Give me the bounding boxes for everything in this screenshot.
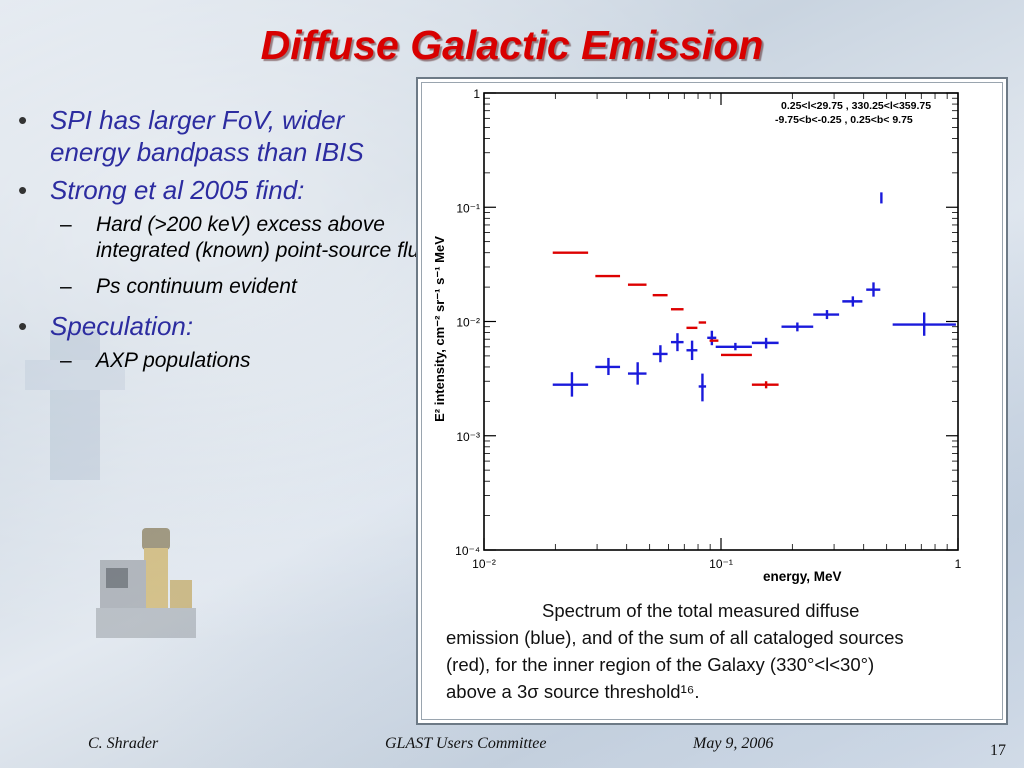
data-point <box>715 342 752 351</box>
page-number: 17 <box>990 742 1006 759</box>
bullet-list: • SPI has larger FoV, wider energy bandp… <box>18 104 430 384</box>
sub-bullet-text: Hard (>200 keV) excess above integrated … <box>96 213 430 262</box>
y-tick-label: 10⁻³ <box>456 430 480 444</box>
data-point <box>652 345 668 363</box>
data-point <box>842 296 863 307</box>
x-tick-label: 10⁻¹ <box>709 557 733 571</box>
spectrum-chart: 10⁻⁴ 10⁻³ 10⁻² 10⁻¹ 1 10⁻² 10⁻¹ 1 0.25<l<29.75… <box>432 87 962 584</box>
bullet-dot-icon: • <box>18 175 28 205</box>
figure-inner-border <box>421 82 1003 720</box>
caption-line: emission (blue), and of the sum of all c… <box>446 627 904 648</box>
bullet-text: Speculation: <box>50 311 194 341</box>
sub-bullet-item: – AXP populations <box>60 348 440 374</box>
y-tick-label: 10⁻¹ <box>456 201 480 215</box>
data-point <box>670 333 684 352</box>
data-point <box>892 312 956 336</box>
caption-line: Spectrum of the total measured diffuse <box>542 600 860 621</box>
y-tick-label: 10⁻² <box>456 316 480 330</box>
footer-date: May 9, 2006 <box>693 735 774 752</box>
caption-line: (red), for the inner region of the Galax… <box>446 654 875 675</box>
data-point <box>751 337 779 349</box>
data-point <box>686 340 698 361</box>
footer-event: GLAST Users Committee <box>385 735 547 752</box>
caption-line: above a 3σ source threshold¹⁶. <box>446 681 700 702</box>
data-point <box>698 373 707 402</box>
y-tick-label: 10⁻⁴ <box>455 544 480 558</box>
background-satellite-faint-icon <box>25 330 125 480</box>
sub-bullet-item: – Ps continuum evident <box>60 274 440 300</box>
sub-bullet-text: AXP populations <box>96 349 251 372</box>
data-point <box>552 372 589 397</box>
dash-icon: – <box>60 213 72 236</box>
y-tick-label: 1 <box>473 87 480 101</box>
x-axis-label: energy, MeV <box>763 569 842 584</box>
series-diffuse-emission <box>552 192 956 402</box>
sub-bullet-text: Ps continuum evident <box>96 275 297 298</box>
x-tick-label: 1 <box>955 557 962 571</box>
background-satellite-icon <box>96 528 196 638</box>
data-point <box>781 322 814 332</box>
data-point <box>751 381 779 389</box>
data-point <box>866 282 881 297</box>
chart-annotation-line-2: -9.75<b<-0.25 , 0.25<b< 9.75 <box>775 114 913 126</box>
y-axis-label: E² intensity, cm⁻² sr⁻¹ s⁻¹ MeV <box>432 236 447 422</box>
figure-panel: 10⁻⁴ 10⁻³ 10⁻² 10⁻¹ 1 10⁻² 10⁻¹ 1 0.25<l<29.75… <box>416 77 1008 725</box>
dash-icon: – <box>60 349 72 372</box>
chart-annotation-line-1: 0.25<l<29.75 , 330.25<l<359.75 <box>781 100 931 112</box>
bullet-item: • Speculation: <box>18 310 418 342</box>
bullet-text: Strong et al 2005 find: <box>50 175 305 205</box>
series-cataloged-sources <box>552 251 779 389</box>
footer-author: C. Shrader <box>88 735 159 752</box>
bullet-dot-icon: • <box>18 105 28 135</box>
dash-icon: – <box>60 275 72 298</box>
x-tick-label: 10⁻² <box>472 557 496 571</box>
figure-caption: Spectrum of the total measured diffuse e… <box>446 597 991 705</box>
data-point <box>813 310 840 320</box>
bullet-dot-icon: • <box>18 311 28 341</box>
slide-title: Diffuse Galactic Emission <box>260 22 764 68</box>
data-point <box>595 357 621 376</box>
bullet-item: • Strong et al 2005 find: <box>18 174 418 206</box>
bullet-text: SPI has larger FoV, wider energy bandpas… <box>50 105 364 167</box>
data-point <box>707 330 717 346</box>
bullet-item: • SPI has larger FoV, wider energy bandp… <box>18 104 418 168</box>
data-point <box>627 362 647 385</box>
plot-frame <box>483 92 959 551</box>
sub-bullet-item: – Hard (>200 keV) excess above integrate… <box>60 212 440 264</box>
